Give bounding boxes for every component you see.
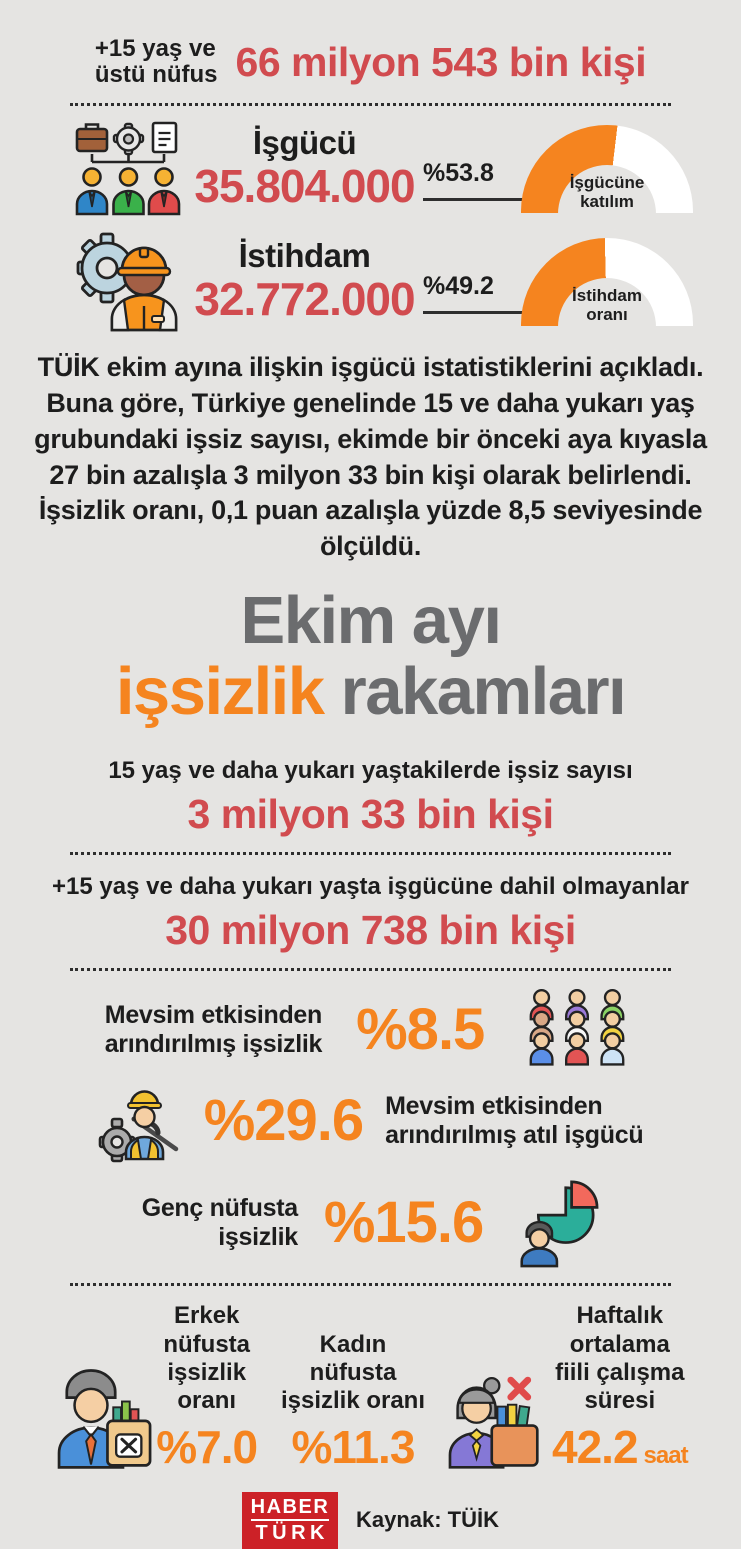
population-label: +15 yaş ve üstü nüfus	[94, 35, 218, 89]
male-unemployment-label: Erkek nüfusta işsizlik oranı	[163, 1302, 251, 1415]
unemployed-man-icon	[30, 1364, 152, 1470]
miner-worker-icon	[98, 1079, 182, 1163]
female-unemployment-group: Kadın nüfusta işsizlik oranı %11.3	[279, 1331, 426, 1470]
unemployed-total-value: 3 milyon 33 bin kişi	[187, 791, 554, 838]
workforce-gauge-label: İşgücüne katılım	[569, 172, 645, 212]
page-title-line1: Ekim ayı	[240, 583, 502, 659]
seasonal-unemployment-row: Mevsim etkisinden arındırılmış işsizlik …	[0, 987, 741, 1073]
workforce-gauge: İşgücüne katılım	[521, 124, 693, 214]
youth-unemployment-value: %15.6	[323, 1190, 484, 1256]
workforce-row: İşgücü 35.804.000 %53.8 İşgücüne katılım	[0, 106, 741, 216]
male-unemployment-group: Erkek nüfusta işsizlik oranı %7.0	[30, 1302, 275, 1470]
not-in-labor-force-label: +15 yaş ve daha yukarı yaşta işgücüne da…	[52, 873, 689, 901]
workforce-value: 35.804.000	[194, 159, 415, 212]
population-header: +15 yaş ve üstü nüfus 66 milyon 543 bin …	[0, 0, 741, 89]
bottom-stats-row: Erkek nüfusta işsizlik oranı %7.0 Kadın …	[0, 1302, 741, 1470]
page-title: Ekim ayı işsizlik rakamları	[0, 585, 741, 727]
youth-unemployment-row: Genç nüfusta işsizlik %15.6	[0, 1177, 741, 1269]
youth-unemployment-label: Genç nüfusta işsizlik	[141, 1193, 298, 1252]
intro-paragraph: TÜİK ekim ayına ilişkin işgücü istatisti…	[34, 351, 707, 562]
female-unemployment-label: Kadın nüfusta işsizlik oranı	[280, 1330, 426, 1415]
source-text: Kaynak: TÜİK	[355, 1507, 500, 1532]
female-unemployment-stat: Kadın nüfusta işsizlik oranı %11.3	[279, 1331, 426, 1470]
employment-stat: İstihdam 32.772.000	[186, 237, 423, 323]
not-in-labor-force-value: 30 milyon 738 bin kişi	[165, 907, 576, 954]
idle-labor-row: %29.6 Mevsim etkisinden arındırılmış atı…	[0, 1079, 741, 1163]
haberturk-logo-bottom: TÜRK	[255, 1521, 329, 1544]
dotted-divider	[70, 1283, 671, 1287]
idle-labor-label: Mevsim etkisinden arındırılmış atıl işgü…	[385, 1091, 644, 1150]
workforce-title: İşgücü	[252, 123, 357, 161]
employment-gauge: İstihdam oranı	[521, 237, 693, 327]
idle-labor-value: %29.6	[203, 1088, 364, 1154]
dotted-divider	[70, 968, 671, 972]
unemployed-woman-icon	[431, 1366, 543, 1470]
weekly-hours-group: Haftalık ortalama fiili çalışma süresi 4…	[431, 1302, 711, 1470]
page-title-highlight: işsizlik	[115, 654, 325, 730]
employment-gauge-label: İstihdam oranı	[572, 285, 642, 325]
page-title-line2: işsizlik rakamları	[115, 654, 627, 730]
weekly-hours-stat: Haftalık ortalama fiili çalışma süresi 4…	[529, 1302, 711, 1469]
haberturk-logo-top: HABER	[250, 1496, 330, 1521]
person-pie-chart-icon	[509, 1177, 599, 1269]
seasonal-unemployment-value: %8.5	[356, 997, 485, 1063]
employment-value: 32.772.000	[194, 272, 415, 325]
workforce-stat: İşgücü 35.804.000	[186, 124, 423, 210]
male-unemployment-value: %7.0	[156, 1420, 258, 1473]
workforce-rate: %53.8	[423, 159, 527, 201]
population-value: 66 milyon 543 bin kişi	[235, 38, 647, 85]
employment-rate: %49.2	[423, 272, 527, 314]
construction-worker-gear-icon	[72, 228, 186, 332]
male-unemployment-stat: Erkek nüfusta işsizlik oranı %7.0	[138, 1302, 275, 1469]
footer: HABER TÜRK Kaynak: TÜİK	[0, 1491, 741, 1549]
seasonal-unemployment-label: Mevsim etkisinden arındırılmış işsizlik	[104, 1000, 323, 1059]
crowd-icon	[518, 987, 636, 1073]
employment-title: İstihdam	[238, 236, 371, 274]
workforce-people-icon	[72, 118, 186, 216]
weekly-hours-unit: saat	[643, 1441, 689, 1469]
dotted-divider	[70, 852, 671, 856]
unemployed-total-label: 15 yaş ve daha yukarı yaştakilerde işsiz…	[108, 757, 633, 785]
female-unemployment-value: %11.3	[291, 1420, 416, 1473]
haberturk-logo: HABER TÜRK	[241, 1491, 338, 1549]
weekly-hours-label: Haftalık ortalama fiili çalışma süresi	[555, 1302, 685, 1415]
dotted-divider	[70, 102, 671, 106]
employment-row: İstihdam 32.772.000 %49.2 İstihdam oranı	[0, 216, 741, 332]
